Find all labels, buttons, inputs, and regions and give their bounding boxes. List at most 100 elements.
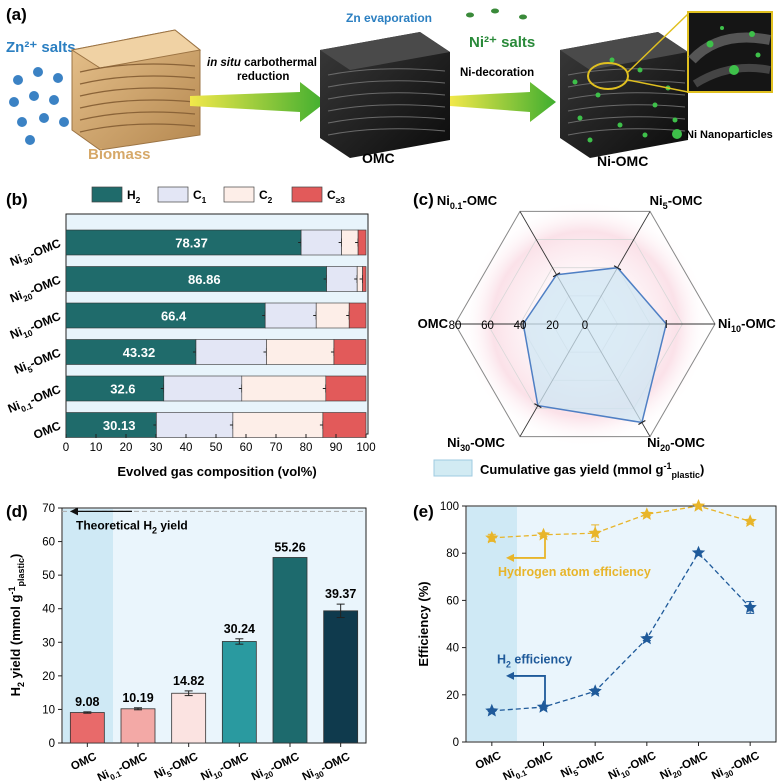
ni-omc-label: Ni-OMC <box>597 153 648 169</box>
x-category-label-sub: 30 <box>313 769 325 781</box>
radar-axis-label-rest: -OMC <box>470 435 505 450</box>
bar-value-label: 14.82 <box>173 674 204 688</box>
category-label-base: Ni <box>6 398 22 415</box>
radar-tick-label: 0 <box>582 320 588 332</box>
category-label-rest: -OMC <box>28 272 63 297</box>
legend-swatch <box>91 186 123 203</box>
x-tick-label: 50 <box>210 442 223 454</box>
ni-particle <box>587 137 593 143</box>
zn-ion-dot <box>59 117 69 127</box>
star-marker <box>588 684 602 697</box>
x-category-label: Ni0.1-OMC <box>96 751 151 781</box>
ni-particle <box>642 132 648 138</box>
bar-segment-C1 <box>264 302 317 329</box>
legend-label-sub: 2 <box>268 195 273 205</box>
x-category-label: Ni20-OMC <box>250 751 303 781</box>
omc-label: OMC <box>362 150 395 166</box>
biomass-block <box>70 29 202 151</box>
x-category-label-rest: -OMC <box>319 751 352 775</box>
ni-particle <box>637 67 643 73</box>
series-label-base: H <box>497 652 506 666</box>
legend-label-base: C <box>193 188 202 202</box>
radar-tick-label: 80 <box>449 320 462 332</box>
x-category-label-sub: 20 <box>263 769 275 781</box>
omc-block <box>320 32 450 158</box>
radar-axis-label: Ni30-OMC <box>447 435 505 453</box>
radar-axis-label: Ni0.1-OMC <box>437 193 498 211</box>
ni-particle <box>672 117 678 123</box>
y-tick-label: 10 <box>42 704 55 716</box>
series-line <box>491 505 751 539</box>
y-tick-label: 20 <box>42 671 55 683</box>
radar-axis-label-sub: 0.1 <box>450 201 463 211</box>
legend-label-sub: ≥3 <box>336 195 346 205</box>
bar-segment-C≥3 <box>348 302 367 329</box>
panel-a-label: (a) <box>6 5 27 24</box>
panel-b-y-labels: Ni30-OMCNi20-OMCNi10-OMCNi5-OMCNi0.1-OMC… <box>6 236 64 442</box>
ni-particle <box>652 102 658 108</box>
star-marker <box>691 499 706 512</box>
pore-line <box>327 116 446 124</box>
panel-d-chart: 0 10 20 30 40 50 60 70 Theoretical H2 yield 9.08 O… <box>42 503 366 781</box>
zn-ion-dot <box>49 95 59 105</box>
panel-d-y-axis-title: H2 yield (mmol g-1plastic) <box>7 554 26 697</box>
category-label-base: Ni <box>8 288 24 305</box>
ni-omc-block <box>560 13 689 158</box>
x-tick-label: 70 <box>270 442 283 454</box>
bar-segment-C2 <box>266 339 335 365</box>
x-category-label: Ni20-OMC <box>658 750 711 781</box>
category-label-base: Ni <box>8 251 24 268</box>
radar-tick-label: 40 <box>514 320 527 332</box>
panel-d-label: (d) <box>6 502 28 521</box>
zn-ion-dot <box>29 91 39 101</box>
bar-segment-C2 <box>232 412 324 438</box>
x-category-label-base: OMC <box>474 750 503 772</box>
x-category-label-sub: 0.1 <box>109 769 123 781</box>
x-category-label-sub: 5 <box>166 769 174 779</box>
y-tick-label: 40 <box>446 643 459 655</box>
bar <box>221 641 257 744</box>
pore-line <box>567 104 686 112</box>
category-label: Ni5-OMC <box>12 345 64 379</box>
series-line <box>491 551 751 712</box>
radar-axis-label-base: Ni <box>437 193 450 208</box>
panel-e-plot-bg <box>465 505 777 743</box>
x-category-label-rest: -OMC <box>167 751 200 775</box>
category-label: Ni10-OMC <box>8 309 64 345</box>
category-label-sub: 5 <box>26 364 34 375</box>
x-category-label-rest: -OMC <box>625 750 658 774</box>
star-marker <box>536 527 551 541</box>
x-category-label: Ni5-OMC <box>153 751 202 781</box>
bar-segment-C≥3 <box>333 339 367 365</box>
theoretical-arrowhead <box>70 507 78 516</box>
pore-line <box>567 128 686 136</box>
category-label-sub: 30 <box>22 254 35 267</box>
panel-b-x-axis-title: Evolved gas composition (vol%) <box>117 464 316 479</box>
panel-b-legend: H2 C1 C2 C≥3 <box>91 186 346 205</box>
x-category-label-base: Ni <box>96 769 111 781</box>
y-tick-label: 0 <box>453 737 459 749</box>
pore-line <box>567 68 686 76</box>
y-tick-label: 60 <box>42 537 55 549</box>
x-category-label-base: Ni <box>559 765 574 781</box>
bar-segment-H2 <box>65 302 266 329</box>
bar-segment-C2 <box>315 302 350 329</box>
panel-e-label: (e) <box>413 502 434 521</box>
zn-ion-dot <box>17 117 27 127</box>
bar-value-label: 39.37 <box>325 587 356 601</box>
x-tick-label: 80 <box>300 442 313 454</box>
annotation-arrow <box>512 675 546 705</box>
x-category-label: Ni5-OMC <box>559 750 608 781</box>
bar-segment-C2 <box>241 375 327 402</box>
y-tick-label: 30 <box>42 637 55 649</box>
star-marker <box>485 530 499 544</box>
pore-line <box>327 80 446 88</box>
radar-axis-label: Ni5-OMC <box>650 193 703 211</box>
y-tick-label: 80 <box>446 548 459 560</box>
x-category-label-sub: 10 <box>212 769 224 781</box>
bar-segment-H2 <box>65 412 157 438</box>
panel-b: (b) H2 C1 C2 C≥3 78.3786.8666.443.3232.630.… <box>6 186 376 479</box>
step1-text-line2: reduction <box>237 71 289 83</box>
bar-segment-H2 <box>65 229 302 256</box>
theoretical-label-post: yield <box>157 518 188 532</box>
